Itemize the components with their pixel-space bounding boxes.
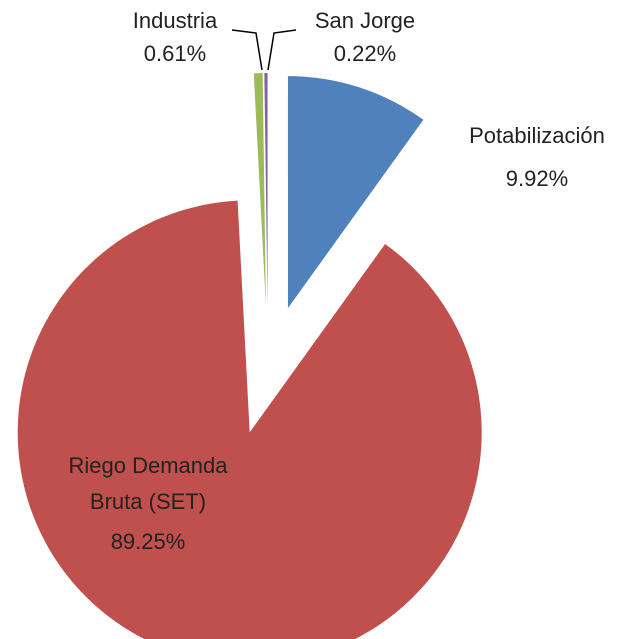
leader-line bbox=[231, 29, 263, 71]
pie-slice bbox=[17, 200, 482, 639]
pie-slice bbox=[253, 73, 266, 306]
slice-label: San Jorge bbox=[315, 8, 415, 33]
slice-label: Riego Demanda Bruta (SET) bbox=[69, 453, 229, 514]
slice-value-label: 0.61% bbox=[144, 41, 206, 66]
pie-slice bbox=[287, 76, 424, 309]
slice-value-label: 89.25% bbox=[111, 529, 186, 554]
pie-slice bbox=[264, 73, 268, 306]
slice-label: Industria bbox=[133, 8, 218, 33]
slice-value-label: 0.22% bbox=[334, 41, 396, 66]
slice-label: Potabilización bbox=[469, 123, 605, 148]
slice-value-label: 9.92% bbox=[506, 166, 568, 191]
leader-line bbox=[267, 29, 297, 71]
